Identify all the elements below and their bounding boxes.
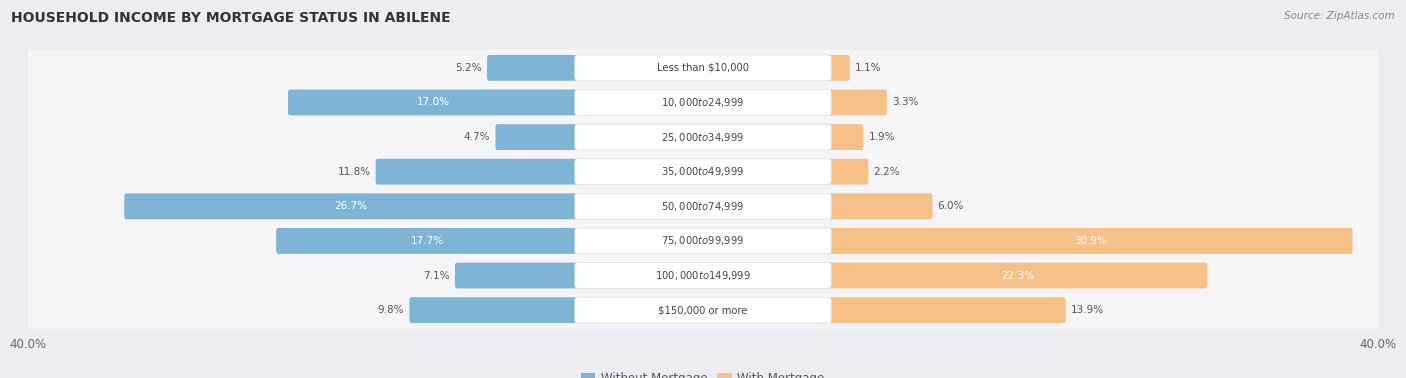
- FancyBboxPatch shape: [575, 263, 831, 288]
- FancyBboxPatch shape: [828, 55, 849, 81]
- Text: 3.3%: 3.3%: [891, 98, 918, 107]
- Text: $25,000 to $34,999: $25,000 to $34,999: [661, 130, 745, 144]
- Text: 1.9%: 1.9%: [869, 132, 894, 142]
- FancyBboxPatch shape: [828, 124, 863, 150]
- Text: 26.7%: 26.7%: [335, 201, 368, 211]
- Text: 6.0%: 6.0%: [938, 201, 965, 211]
- Text: $75,000 to $99,999: $75,000 to $99,999: [661, 234, 745, 248]
- FancyBboxPatch shape: [25, 118, 1381, 156]
- Text: 22.3%: 22.3%: [1001, 271, 1035, 280]
- Text: 17.7%: 17.7%: [411, 236, 444, 246]
- FancyBboxPatch shape: [409, 297, 578, 323]
- FancyBboxPatch shape: [25, 84, 1381, 121]
- Text: HOUSEHOLD INCOME BY MORTGAGE STATUS IN ABILENE: HOUSEHOLD INCOME BY MORTGAGE STATUS IN A…: [11, 11, 451, 25]
- Text: 17.0%: 17.0%: [416, 98, 450, 107]
- FancyBboxPatch shape: [828, 194, 932, 219]
- FancyBboxPatch shape: [575, 90, 831, 115]
- Text: 2.2%: 2.2%: [873, 167, 900, 177]
- Text: 5.2%: 5.2%: [456, 63, 482, 73]
- FancyBboxPatch shape: [828, 90, 887, 115]
- FancyBboxPatch shape: [828, 263, 1208, 288]
- FancyBboxPatch shape: [828, 297, 1066, 323]
- FancyBboxPatch shape: [124, 194, 578, 219]
- FancyBboxPatch shape: [276, 228, 578, 254]
- Text: 7.1%: 7.1%: [423, 271, 450, 280]
- FancyBboxPatch shape: [828, 159, 869, 184]
- FancyBboxPatch shape: [25, 222, 1381, 260]
- Text: $100,000 to $149,999: $100,000 to $149,999: [655, 269, 751, 282]
- Legend: Without Mortgage, With Mortgage: Without Mortgage, With Mortgage: [576, 367, 830, 378]
- Text: 13.9%: 13.9%: [1071, 305, 1104, 315]
- Text: 4.7%: 4.7%: [464, 132, 491, 142]
- FancyBboxPatch shape: [25, 291, 1381, 329]
- FancyBboxPatch shape: [575, 194, 831, 219]
- FancyBboxPatch shape: [25, 153, 1381, 191]
- Text: 9.8%: 9.8%: [378, 305, 405, 315]
- FancyBboxPatch shape: [25, 49, 1381, 87]
- FancyBboxPatch shape: [575, 124, 831, 150]
- Text: 30.9%: 30.9%: [1074, 236, 1107, 246]
- Text: $50,000 to $74,999: $50,000 to $74,999: [661, 200, 745, 213]
- Text: Source: ZipAtlas.com: Source: ZipAtlas.com: [1284, 11, 1395, 21]
- Text: 1.1%: 1.1%: [855, 63, 882, 73]
- FancyBboxPatch shape: [575, 297, 831, 323]
- FancyBboxPatch shape: [25, 187, 1381, 225]
- Text: $150,000 or more: $150,000 or more: [658, 305, 748, 315]
- Text: 11.8%: 11.8%: [337, 167, 371, 177]
- Text: $10,000 to $24,999: $10,000 to $24,999: [661, 96, 745, 109]
- FancyBboxPatch shape: [575, 159, 831, 184]
- FancyBboxPatch shape: [575, 228, 831, 254]
- Text: $35,000 to $49,999: $35,000 to $49,999: [661, 165, 745, 178]
- FancyBboxPatch shape: [288, 90, 578, 115]
- FancyBboxPatch shape: [25, 257, 1381, 294]
- FancyBboxPatch shape: [828, 228, 1353, 254]
- FancyBboxPatch shape: [486, 55, 578, 81]
- FancyBboxPatch shape: [375, 159, 578, 184]
- FancyBboxPatch shape: [495, 124, 578, 150]
- Text: Less than $10,000: Less than $10,000: [657, 63, 749, 73]
- FancyBboxPatch shape: [575, 55, 831, 81]
- FancyBboxPatch shape: [456, 263, 578, 288]
